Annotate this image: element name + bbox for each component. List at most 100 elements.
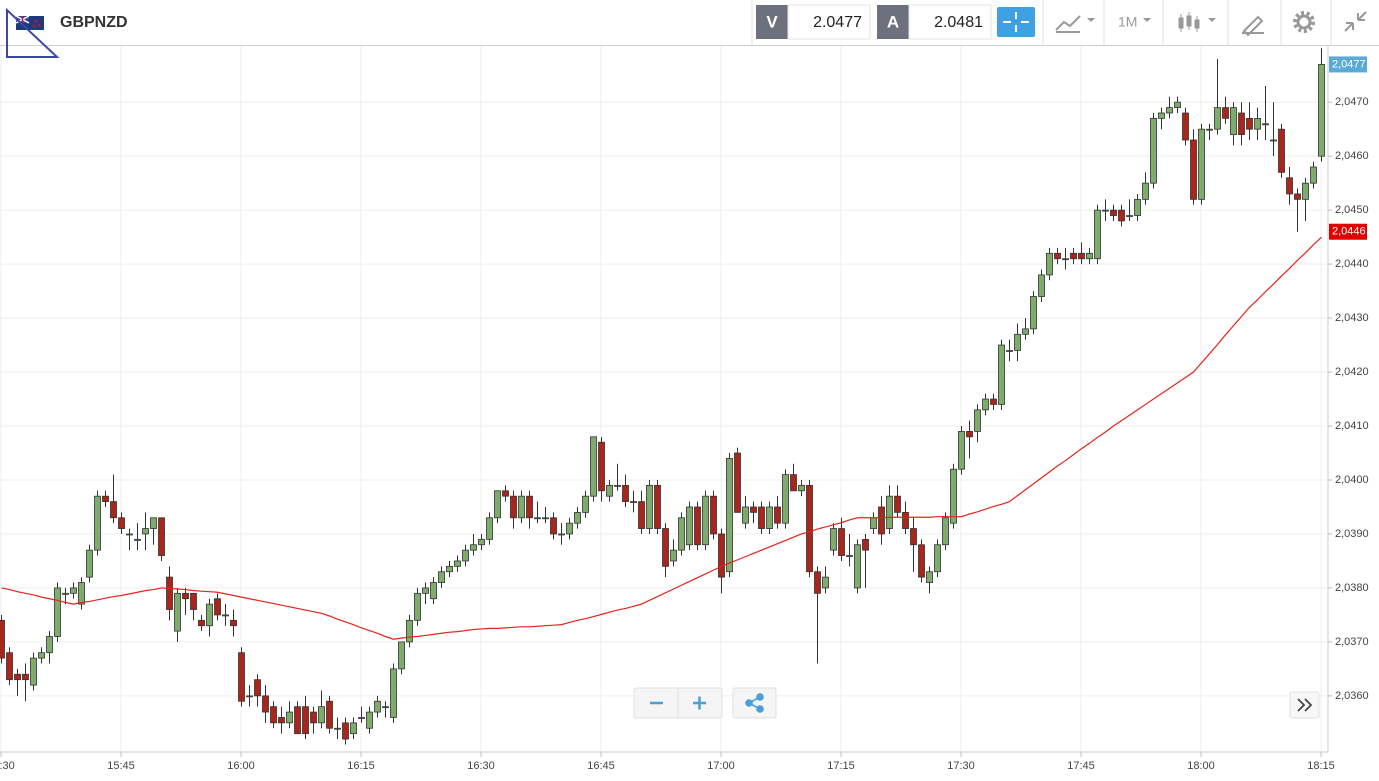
x-tick-label: 17:00 (707, 760, 735, 772)
buy-price: 2.0481 (934, 14, 983, 31)
candle-body (198, 619, 205, 627)
candle-body (1046, 252, 1053, 276)
candle-body (1166, 107, 1173, 114)
price-axis-bg (1328, 45, 1379, 781)
candle-body (1118, 209, 1125, 222)
y-tick-label: 2,0450 (1335, 204, 1369, 216)
candle-body (70, 587, 77, 594)
x-tick-label: 18:15 (1307, 760, 1335, 772)
candle-body (574, 511, 581, 524)
draw-button[interactable] (1242, 15, 1264, 37)
candle-body (446, 565, 453, 573)
candle-body (702, 495, 709, 546)
y-tick-label: 2,0370 (1335, 636, 1369, 648)
candle-body (86, 549, 93, 578)
candle-body (654, 484, 661, 529)
toolbar-bg (0, 0, 1379, 45)
y-tick-label: 2,0430 (1335, 312, 1369, 324)
sell-price: 2.0477 (813, 14, 862, 31)
candle-body (1070, 252, 1077, 260)
candle-body (62, 592, 69, 595)
candle-body (806, 484, 813, 573)
candle-body (150, 517, 157, 529)
x-tick-label: 16:00 (227, 760, 255, 772)
candle-body (998, 344, 1005, 405)
y-tick-label: 2,0460 (1335, 150, 1369, 162)
candle-body (494, 490, 501, 519)
candle-body (262, 695, 269, 713)
candle-body (606, 484, 613, 497)
crosshair-button[interactable] (997, 7, 1035, 37)
candle-body (1022, 328, 1029, 335)
candle-body (502, 490, 509, 497)
candle-body (0, 619, 5, 659)
candle-body (1254, 117, 1261, 130)
candle-body (54, 587, 61, 637)
candle-body (190, 592, 197, 610)
price-axis: 2,0360 2,0370 2,0380 2,0390 2,0400 2,0410 2,04… (1327, 45, 1379, 781)
candle-body (838, 528, 845, 556)
candle-body (438, 571, 445, 583)
candle-body (214, 598, 221, 616)
candle-body (814, 571, 821, 594)
candle-body (566, 522, 573, 535)
candle-body (238, 652, 245, 702)
x-tick-label: 18:00 (1187, 760, 1215, 772)
sell-box[interactable] (787, 4, 871, 40)
x-tick-label: 16:15 (347, 760, 375, 772)
drawing-triangle (6, 7, 60, 58)
dropdown-arrow (1143, 18, 1151, 22)
candle-body (862, 538, 869, 551)
sell-label: V (766, 12, 778, 31)
sell-button[interactable] (756, 5, 788, 39)
candle-body (398, 641, 405, 670)
candle-body (1302, 182, 1309, 200)
candle-body (622, 484, 629, 502)
settings-button[interactable] (1293, 11, 1315, 33)
candle-body (414, 592, 421, 621)
candle-body (534, 517, 541, 520)
minimize-button[interactable] (1344, 11, 1367, 32)
timeframe[interactable]: 1M (1118, 14, 1137, 30)
candle-body (166, 576, 173, 610)
share-button[interactable] (745, 693, 764, 713)
candle-body (1126, 215, 1133, 217)
indicator-button[interactable] (1055, 15, 1095, 33)
candle-body (310, 711, 317, 724)
candle-body (1238, 112, 1245, 135)
chart-type-button[interactable] (1178, 12, 1216, 32)
zoom-in-button[interactable] (693, 696, 706, 710)
candle-body (846, 555, 853, 557)
candle-body (1286, 177, 1293, 195)
candle-body (686, 506, 693, 546)
candle-body (1030, 296, 1037, 330)
candle-body (470, 544, 477, 551)
candle-body (918, 544, 925, 578)
scroll-end-button[interactable] (1297, 698, 1313, 712)
candle-body (526, 495, 533, 519)
candle-body (334, 727, 341, 730)
candle-body (926, 571, 933, 583)
moving-average (1, 236, 1322, 640)
candle-body (990, 398, 997, 405)
candle-body (854, 544, 861, 589)
buy-box[interactable] (908, 4, 992, 40)
candle-body (1214, 107, 1221, 130)
candle-body (518, 495, 525, 519)
candle-body (510, 495, 517, 519)
candle-body (822, 576, 829, 589)
buy-button[interactable] (877, 5, 909, 39)
candle-body (1294, 193, 1301, 200)
candle-body (982, 398, 989, 411)
y-tick-label: 2,0360 (1335, 690, 1369, 702)
candle-body (1158, 112, 1165, 119)
candle-body (902, 511, 909, 529)
x-tick-label: 17:15 (827, 760, 855, 772)
candle-body (966, 431, 973, 438)
candle-body (318, 706, 325, 724)
candle-body (638, 501, 645, 529)
candle-body (422, 587, 429, 594)
candle-body (782, 474, 789, 524)
